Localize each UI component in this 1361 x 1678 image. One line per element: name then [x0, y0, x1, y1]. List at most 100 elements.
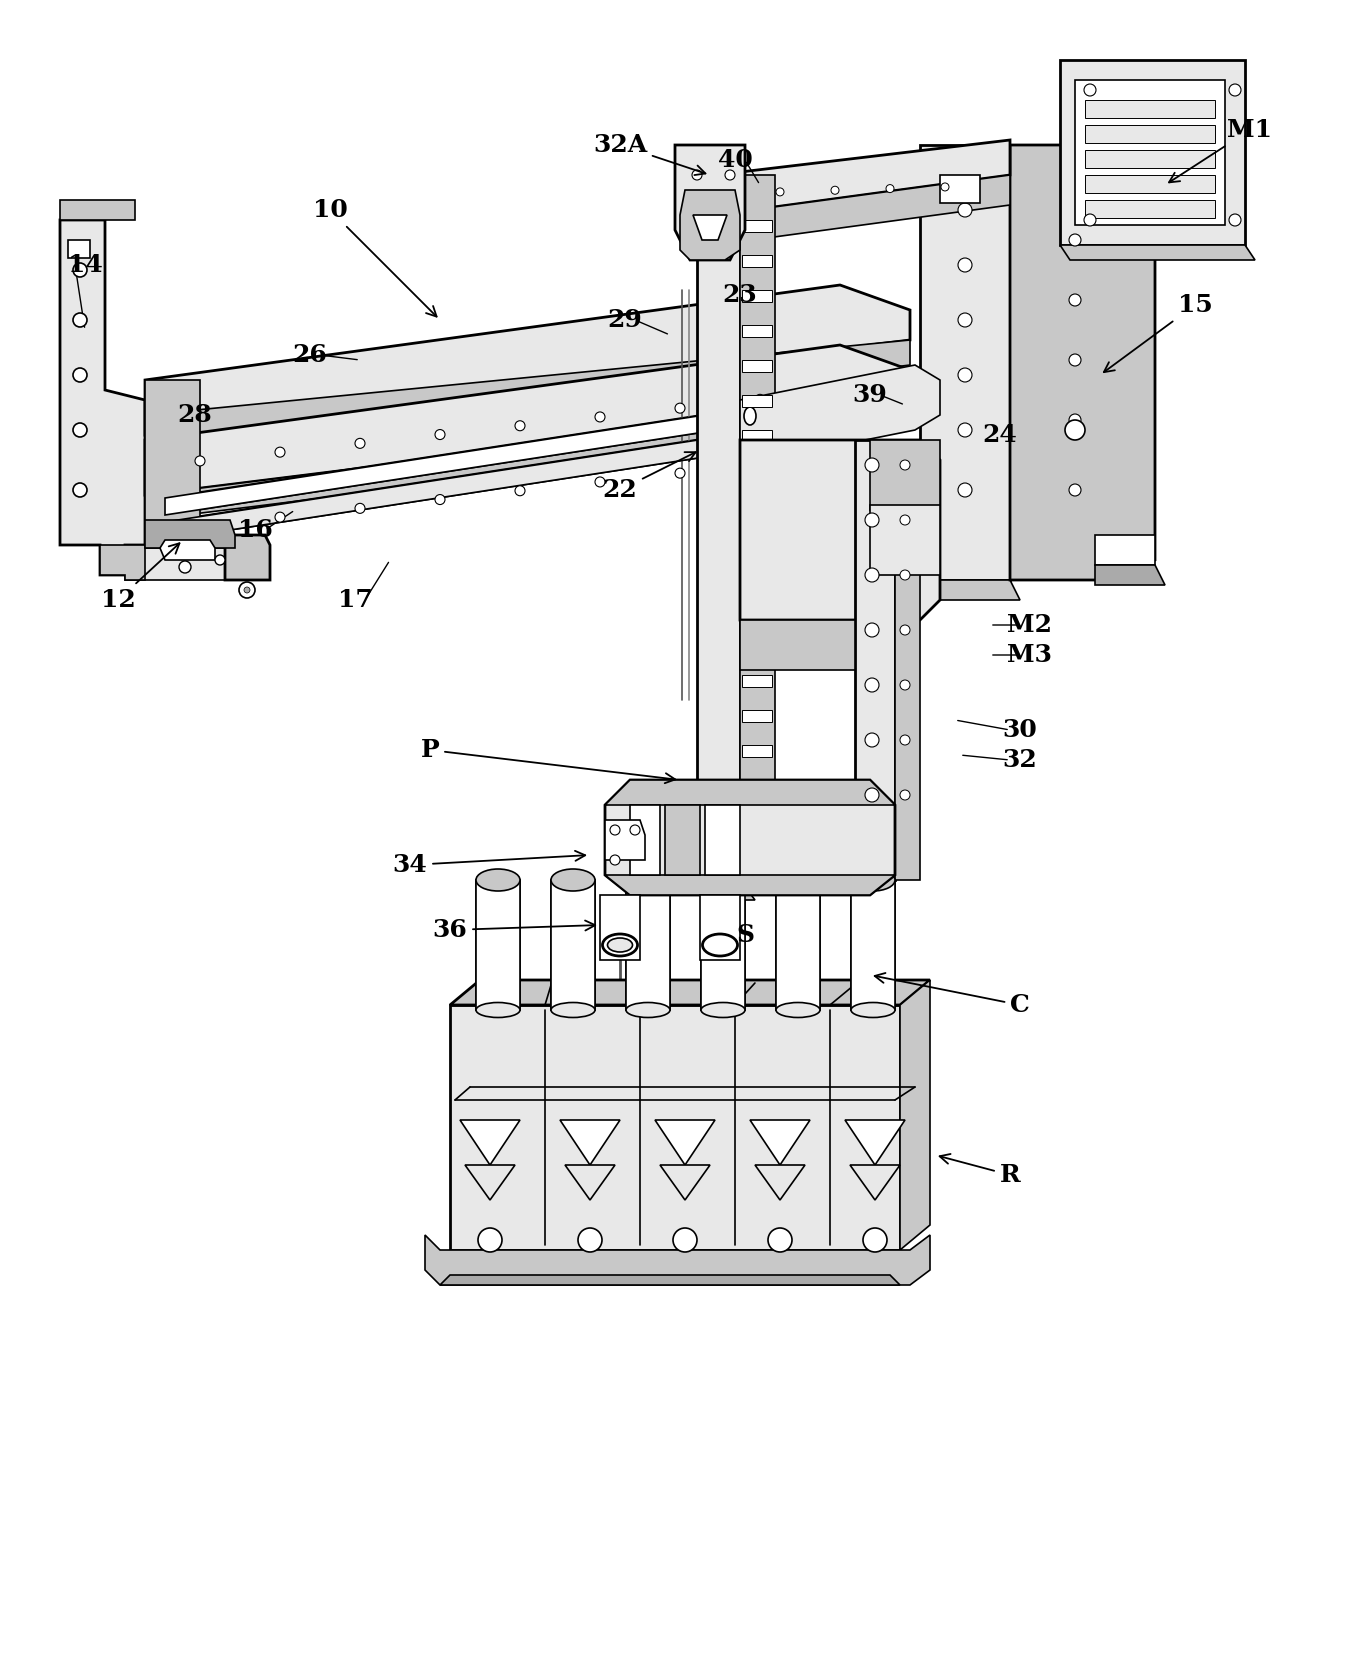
Polygon shape: [701, 879, 744, 1010]
Circle shape: [436, 430, 445, 440]
Circle shape: [900, 515, 911, 525]
Circle shape: [866, 458, 879, 472]
Polygon shape: [700, 894, 740, 960]
Ellipse shape: [701, 1002, 744, 1017]
Circle shape: [755, 394, 765, 404]
Polygon shape: [755, 1165, 804, 1200]
Circle shape: [1068, 414, 1081, 426]
Ellipse shape: [701, 869, 744, 891]
Polygon shape: [476, 879, 520, 1010]
Ellipse shape: [851, 1002, 896, 1017]
Bar: [940, 175, 980, 203]
Text: 17: 17: [338, 587, 373, 612]
Circle shape: [866, 623, 879, 638]
Circle shape: [275, 512, 284, 522]
Ellipse shape: [603, 935, 637, 956]
Text: 12: 12: [101, 544, 180, 612]
Circle shape: [900, 790, 911, 800]
Circle shape: [1068, 483, 1081, 497]
Text: 15: 15: [1104, 294, 1213, 373]
Polygon shape: [870, 440, 940, 510]
Polygon shape: [851, 1165, 900, 1200]
Ellipse shape: [551, 869, 595, 891]
Bar: [742, 606, 772, 618]
Circle shape: [675, 403, 685, 413]
Circle shape: [478, 1228, 502, 1252]
Polygon shape: [715, 175, 1010, 245]
Circle shape: [436, 495, 445, 505]
Polygon shape: [146, 399, 911, 520]
Polygon shape: [697, 879, 755, 899]
Circle shape: [958, 203, 972, 216]
Circle shape: [195, 520, 206, 530]
Circle shape: [355, 438, 365, 448]
Bar: [742, 465, 772, 477]
Circle shape: [672, 1228, 697, 1252]
Polygon shape: [776, 879, 819, 1010]
Circle shape: [755, 460, 765, 470]
Polygon shape: [559, 1119, 621, 1165]
Polygon shape: [845, 1119, 905, 1165]
Bar: [742, 571, 772, 582]
Polygon shape: [855, 440, 896, 879]
Polygon shape: [425, 1235, 930, 1285]
Polygon shape: [920, 581, 1019, 601]
Text: R: R: [939, 1154, 1021, 1186]
Text: 29: 29: [607, 309, 642, 332]
Polygon shape: [146, 346, 911, 495]
Bar: [742, 394, 772, 408]
Ellipse shape: [476, 869, 520, 891]
Polygon shape: [740, 619, 855, 670]
Polygon shape: [606, 780, 896, 805]
Circle shape: [73, 367, 87, 383]
Text: 30: 30: [1003, 718, 1037, 742]
Ellipse shape: [626, 1002, 670, 1017]
Circle shape: [866, 678, 879, 691]
Bar: [1085, 101, 1215, 117]
Text: 39: 39: [852, 383, 887, 408]
Polygon shape: [1096, 535, 1155, 565]
Circle shape: [886, 185, 894, 193]
Polygon shape: [630, 805, 660, 874]
Bar: [742, 326, 772, 337]
Text: C: C: [875, 973, 1030, 1017]
Polygon shape: [225, 535, 269, 581]
Polygon shape: [697, 230, 740, 879]
Text: 32A: 32A: [593, 133, 705, 175]
Text: 10: 10: [313, 198, 437, 317]
Circle shape: [958, 367, 972, 383]
Circle shape: [900, 460, 911, 470]
Circle shape: [1068, 233, 1081, 247]
Polygon shape: [440, 1275, 900, 1285]
Polygon shape: [600, 894, 640, 960]
Circle shape: [610, 826, 621, 836]
Circle shape: [240, 582, 255, 597]
Polygon shape: [693, 215, 727, 240]
Circle shape: [958, 423, 972, 436]
Circle shape: [866, 513, 879, 527]
Ellipse shape: [851, 869, 896, 891]
Text: 16: 16: [238, 519, 272, 542]
Bar: [742, 430, 772, 441]
Bar: [742, 290, 772, 302]
Circle shape: [610, 856, 621, 864]
Polygon shape: [125, 549, 235, 581]
Circle shape: [215, 555, 225, 565]
Circle shape: [355, 503, 365, 513]
Polygon shape: [740, 440, 940, 619]
Circle shape: [73, 483, 87, 497]
Polygon shape: [666, 805, 700, 874]
Text: M2: M2: [1007, 612, 1052, 638]
Bar: [742, 535, 772, 547]
Polygon shape: [1096, 565, 1165, 586]
Circle shape: [595, 413, 606, 421]
Text: 34: 34: [392, 851, 585, 878]
Ellipse shape: [776, 1002, 819, 1017]
Polygon shape: [870, 505, 940, 576]
Circle shape: [1229, 215, 1241, 227]
Polygon shape: [606, 780, 896, 894]
Circle shape: [866, 733, 879, 747]
Text: P: P: [421, 738, 675, 784]
Circle shape: [1229, 84, 1241, 96]
Polygon shape: [655, 1119, 715, 1165]
